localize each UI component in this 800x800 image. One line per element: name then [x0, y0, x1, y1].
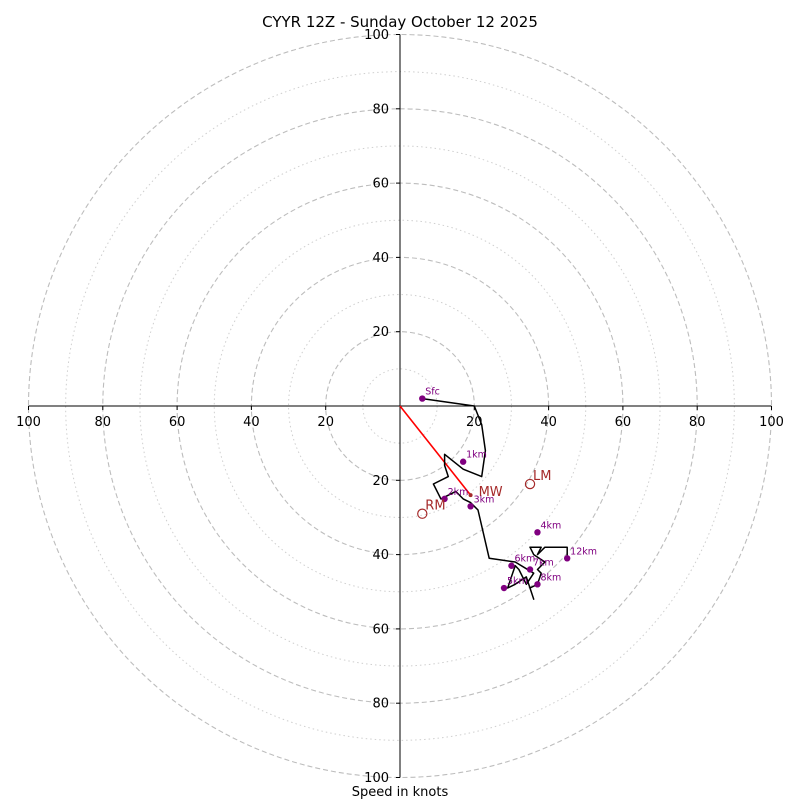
- x-tick-label: 20: [317, 415, 334, 430]
- height-label-12km: 12km: [570, 546, 597, 557]
- height-marker-5km: [500, 584, 508, 592]
- y-tick-label: 40: [372, 548, 389, 563]
- height-marker-8km: [534, 581, 541, 588]
- height-label-sfc: Sfc: [425, 387, 440, 398]
- y-tick-label: 60: [372, 177, 389, 192]
- chart-title: CYYR 12Z - Sunday October 12 2025: [262, 13, 538, 31]
- y-tick-label: 100: [364, 28, 389, 43]
- storm-motion-line: [399, 405, 472, 496]
- hodograph-line: [422, 397, 568, 600]
- x-tick-label: 60: [169, 415, 186, 430]
- height-marker-3km: [467, 503, 474, 510]
- height-label-4km: 4km: [540, 520, 561, 531]
- height-label-5km: 5km: [507, 576, 528, 587]
- height-label-2km: 2km: [448, 487, 469, 498]
- height-marker-1km: [459, 458, 467, 465]
- x-tick-label: 40: [243, 415, 260, 430]
- left-mover-label: LM: [533, 469, 551, 484]
- height-label-8km: 8km: [540, 572, 561, 583]
- x-axis-label: Speed in knots: [352, 785, 449, 800]
- y-tick-label: 20: [372, 474, 389, 489]
- y-tick-label: 80: [372, 102, 389, 117]
- right-mover-marker: [417, 508, 428, 519]
- y-tick-label: 60: [372, 622, 389, 637]
- height-marker-sfc: [419, 395, 426, 402]
- height-label-1km: 1km: [466, 450, 487, 461]
- height-label-3km: 3km: [474, 494, 495, 505]
- x-tick-label: 80: [95, 415, 112, 430]
- y-tick-label: 40: [372, 251, 389, 266]
- mean-wind-label: MW: [479, 485, 503, 500]
- left-mover-marker: [524, 478, 536, 490]
- x-tick-label: 100: [759, 415, 784, 430]
- y-tick-label: 80: [372, 697, 389, 712]
- x-tick-label: 80: [689, 415, 706, 430]
- hodograph-trace: [422, 397, 568, 600]
- mean-wind-vector: [399, 405, 472, 496]
- x-tick-label: 20: [466, 415, 483, 430]
- storm-motion-markers: MW RM LM: [417, 469, 551, 519]
- x-tick-label: 60: [615, 415, 632, 430]
- y-tick-labels: 100 80 60 40 20 20 40 60 80 100: [364, 28, 389, 786]
- x-tick-label: 100: [16, 415, 41, 430]
- height-marker-2km: [441, 495, 448, 503]
- height-marker-12km: [563, 555, 571, 562]
- height-label-7km: 7km: [533, 557, 554, 568]
- height-marker-4km: [534, 529, 541, 536]
- y-tick-label: 20: [372, 325, 389, 340]
- x-tick-label: 40: [540, 415, 557, 430]
- height-marker-7km: [526, 566, 534, 573]
- mean-wind-marker: [468, 493, 473, 498]
- height-label-6km: 6km: [514, 554, 535, 565]
- right-mover-label: RM: [425, 499, 445, 514]
- height-marker-6km: [508, 562, 515, 569]
- y-tick-label: 100: [364, 771, 389, 786]
- x-tick-labels: 100 80 60 40 20 20 40 60 80 100: [16, 415, 784, 430]
